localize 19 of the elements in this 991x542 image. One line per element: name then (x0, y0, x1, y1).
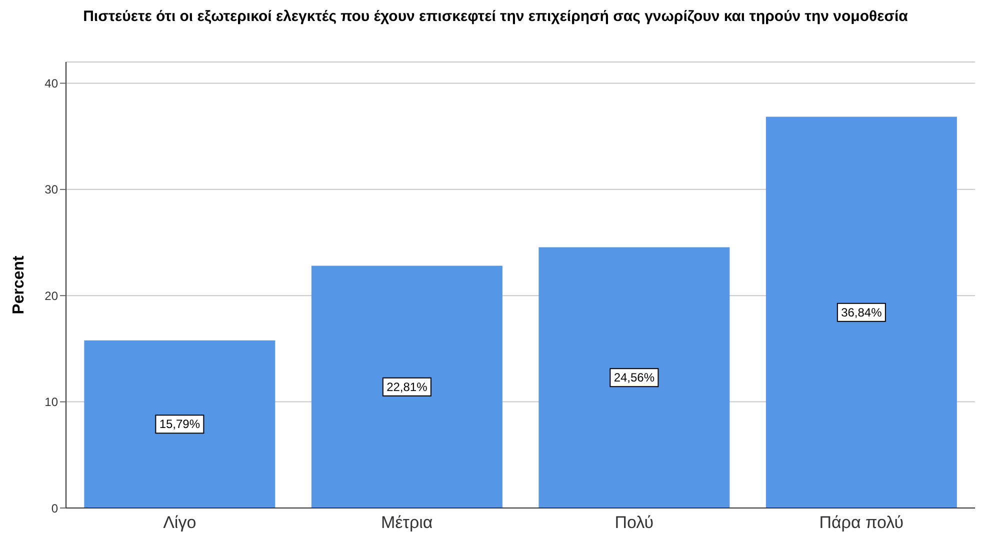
data-label: 22,81% (386, 380, 428, 394)
data-label: 36,84% (841, 305, 882, 320)
y-tick-label: 10 (44, 395, 58, 410)
x-tick-label: Πολύ (614, 513, 654, 532)
x-tick-label: Μέτρια (381, 513, 433, 532)
bar (84, 340, 276, 508)
x-tick-label: Λίγο (163, 513, 196, 532)
x-tick-label: Πάρα πολύ (819, 513, 904, 532)
bar (538, 247, 730, 508)
data-label: 15,79% (159, 417, 200, 432)
y-tick-label: 20 (44, 288, 58, 303)
chart-title: Πιστεύετε ότι οι εξωτερικοί ελεγκτές που έχουν επισκεφτεί την επιχείρησή σας γνωρίζουν και τηρούν την νομοθεσία (82, 8, 909, 27)
data-label: 24,56% (614, 370, 655, 385)
y-tick-label: 30 (44, 182, 58, 197)
y-tick-label: 40 (44, 76, 58, 90)
bar (766, 116, 957, 508)
y-tick-label: 0 (51, 501, 58, 516)
bar (311, 266, 502, 508)
y-axis-title: Percent (10, 254, 28, 314)
